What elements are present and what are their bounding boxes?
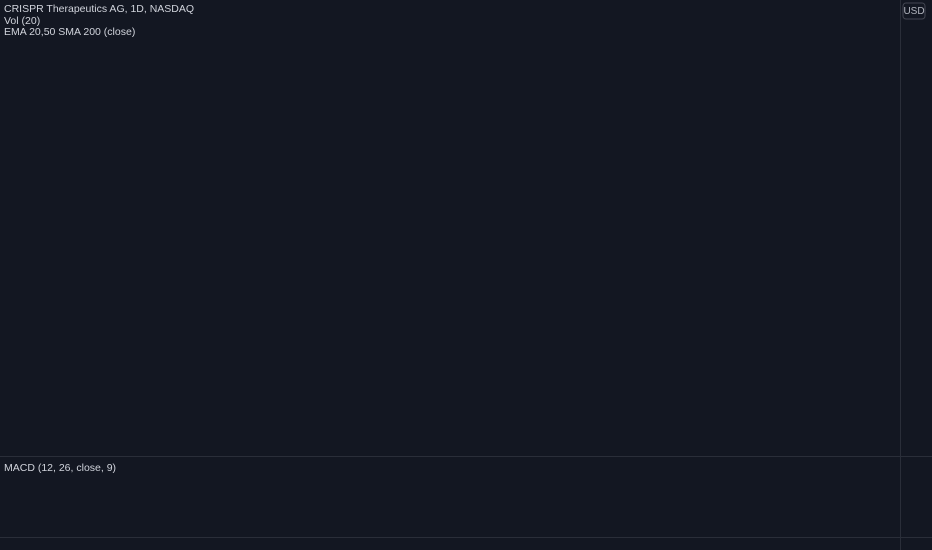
chart-title: CRISPR Therapeutics AG, 1D, NASDAQ [4, 3, 194, 15]
volume-label: Vol (20) [4, 15, 40, 27]
overlay-label: EMA 20,50 SMA 200 (close) [4, 26, 135, 38]
currency[interactable]: USD [903, 6, 924, 17]
currency-box[interactable] [902, 2, 926, 20]
macd-label: MACD (12, 26, close, 9) [4, 462, 116, 474]
